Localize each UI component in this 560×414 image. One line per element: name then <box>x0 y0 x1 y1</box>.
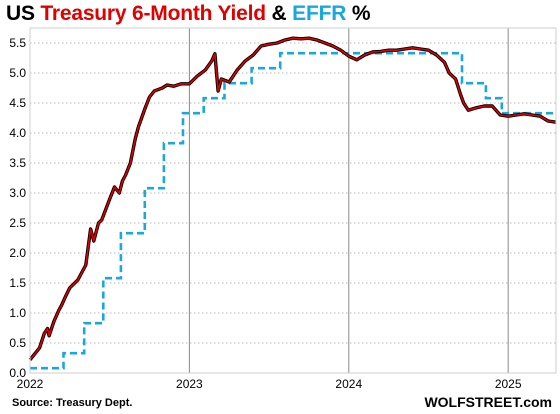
title-part: % <box>346 2 371 25</box>
y-tick-label: 4.0 <box>9 126 26 140</box>
x-tick-label: 2023 <box>176 377 203 391</box>
y-tick-label: 3.5 <box>9 156 26 170</box>
series-lines <box>28 36 557 370</box>
series-line-treasury <box>29 37 557 361</box>
chart-title: US Treasury 6-Month Yield & EFFR % <box>6 2 371 26</box>
title-part: Treasury 6-Month Yield <box>40 2 266 25</box>
y-tick-label: 2.5 <box>9 216 26 230</box>
brand-label: WOLFSTREET.com <box>424 394 552 410</box>
series-line-effr <box>30 51 556 370</box>
x-axis: 2022 2023 2024 2025 <box>17 377 522 391</box>
y-axis: 0.0 0.5 1.0 1.5 2.0 2.5 3.0 3.5 4.0 4.5 5.0 5.5 <box>9 36 26 380</box>
x-tick-label: 2022 <box>17 377 44 391</box>
y-tick-label: 3.0 <box>9 186 26 200</box>
y-tick-label: 0.5 <box>9 336 26 350</box>
y-tick-label: 5.5 <box>9 36 26 50</box>
title-part: & <box>265 2 293 25</box>
y-tick-label: 0.0 <box>9 366 26 380</box>
title-part: EFFR <box>292 2 347 25</box>
y-tick-label: 1.5 <box>9 276 26 290</box>
x-tick-label: 2025 <box>495 377 522 391</box>
x-tick-label: 2024 <box>335 377 362 391</box>
y-tick-label: 4.5 <box>9 96 26 110</box>
title-part: US <box>6 2 41 25</box>
y-tick-label: 5.0 <box>9 66 26 80</box>
y-tick-label: 1.0 <box>9 306 26 320</box>
plot-frame <box>29 27 557 374</box>
source-note: Source: Treasury Dept. <box>12 397 133 409</box>
y-tick-label: 2.0 <box>9 246 26 260</box>
